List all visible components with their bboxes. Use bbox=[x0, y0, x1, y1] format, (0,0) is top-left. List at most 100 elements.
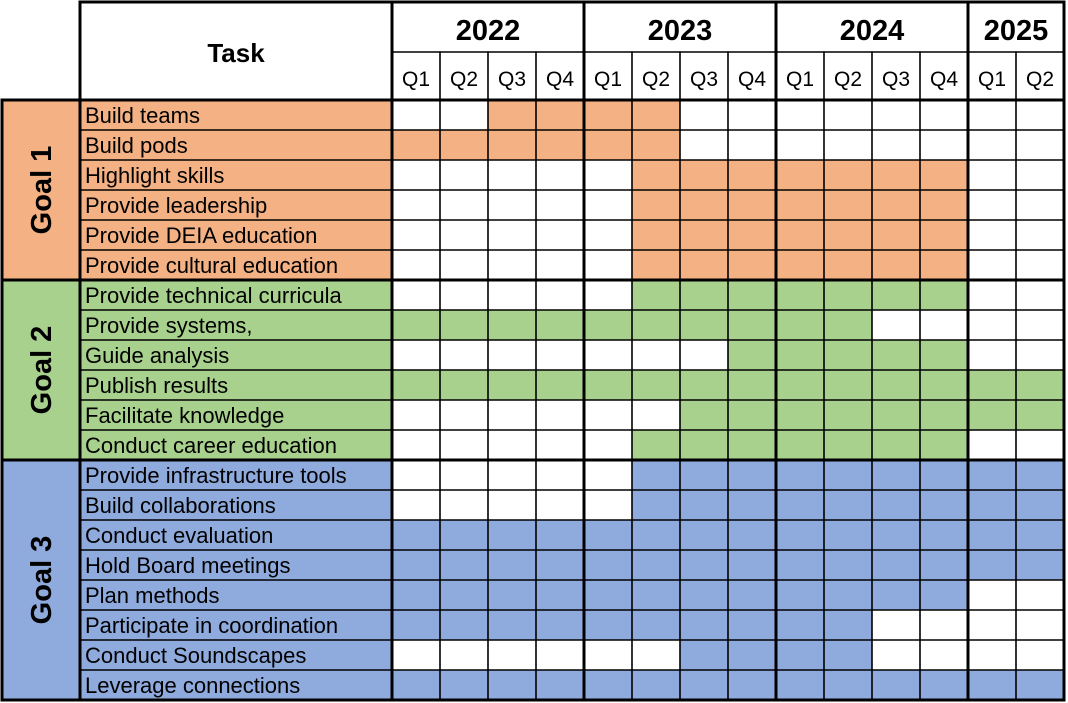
active-cell bbox=[728, 670, 776, 700]
active-cell bbox=[488, 610, 536, 640]
active-cell bbox=[392, 520, 440, 550]
active-cell bbox=[920, 280, 968, 310]
active-cell bbox=[488, 100, 536, 130]
task-header-label: Task bbox=[207, 38, 265, 68]
empty-cell bbox=[440, 160, 488, 190]
quarter-label: Q1 bbox=[402, 68, 430, 91]
empty-cell bbox=[536, 430, 584, 460]
active-cell bbox=[440, 670, 488, 700]
empty-cell bbox=[488, 220, 536, 250]
active-cell bbox=[632, 280, 680, 310]
active-cell bbox=[920, 250, 968, 280]
empty-cell bbox=[968, 430, 1016, 460]
active-cell bbox=[824, 370, 872, 400]
active-cell bbox=[632, 460, 680, 490]
goal-label: Goal 3 bbox=[26, 536, 58, 625]
empty-cell bbox=[920, 610, 968, 640]
task-name-cell bbox=[80, 400, 392, 430]
active-cell bbox=[872, 550, 920, 580]
active-cell bbox=[872, 670, 920, 700]
task-label: Provide infrastructure tools bbox=[85, 463, 347, 488]
active-cell bbox=[824, 220, 872, 250]
empty-cell bbox=[728, 100, 776, 130]
quarter-label: Q4 bbox=[738, 68, 766, 91]
active-cell bbox=[1016, 520, 1064, 550]
active-cell bbox=[776, 460, 824, 490]
active-cell bbox=[632, 580, 680, 610]
active-cell bbox=[968, 550, 1016, 580]
empty-cell bbox=[584, 250, 632, 280]
task-label: Build teams bbox=[85, 103, 200, 128]
active-cell bbox=[968, 670, 1016, 700]
active-cell bbox=[680, 610, 728, 640]
active-cell bbox=[488, 580, 536, 610]
active-cell bbox=[680, 460, 728, 490]
active-cell bbox=[536, 670, 584, 700]
active-cell bbox=[824, 190, 872, 220]
empty-cell bbox=[632, 640, 680, 670]
empty-cell bbox=[440, 280, 488, 310]
task-label: Highlight skills bbox=[85, 163, 224, 188]
goal-label: Goal 2 bbox=[26, 326, 58, 415]
empty-cell bbox=[728, 130, 776, 160]
active-cell bbox=[824, 490, 872, 520]
active-cell bbox=[728, 250, 776, 280]
task-name-cell bbox=[80, 460, 392, 490]
active-cell bbox=[584, 550, 632, 580]
task-name-cell bbox=[80, 610, 392, 640]
active-cell bbox=[776, 220, 824, 250]
active-cell bbox=[536, 310, 584, 340]
active-cell bbox=[584, 100, 632, 130]
active-cell bbox=[536, 580, 584, 610]
active-cell bbox=[488, 370, 536, 400]
active-cell bbox=[440, 610, 488, 640]
active-cell bbox=[968, 460, 1016, 490]
text-layer: Task 2022 Q1 Q2 Q3 Q4 2023 Q1 Q2 Q3 Q4 2024 Q1 Q2 Q3 Q… bbox=[26, 15, 1054, 698]
empty-cell bbox=[440, 490, 488, 520]
active-cell bbox=[872, 580, 920, 610]
active-cell bbox=[728, 640, 776, 670]
quarter-label: Q2 bbox=[450, 68, 478, 91]
empty-cell bbox=[488, 280, 536, 310]
active-cell bbox=[824, 610, 872, 640]
active-cell bbox=[632, 160, 680, 190]
task-name-cell bbox=[80, 520, 392, 550]
active-cell bbox=[632, 490, 680, 520]
active-cell bbox=[776, 550, 824, 580]
active-cell bbox=[680, 430, 728, 460]
active-cell bbox=[776, 370, 824, 400]
active-cell bbox=[728, 610, 776, 640]
active-cell bbox=[536, 370, 584, 400]
active-cell bbox=[872, 280, 920, 310]
active-cell bbox=[824, 670, 872, 700]
active-cell bbox=[632, 250, 680, 280]
active-cell bbox=[824, 250, 872, 280]
active-cell bbox=[680, 190, 728, 220]
active-cell bbox=[776, 280, 824, 310]
task-label: Guide analysis bbox=[85, 343, 229, 368]
active-cell bbox=[824, 160, 872, 190]
empty-cell bbox=[536, 220, 584, 250]
empty-cell bbox=[584, 160, 632, 190]
empty-cell bbox=[1016, 610, 1064, 640]
empty-cell bbox=[632, 340, 680, 370]
quarter-label: Q4 bbox=[546, 68, 574, 91]
empty-cell bbox=[536, 190, 584, 220]
empty-cell bbox=[440, 100, 488, 130]
active-cell bbox=[776, 520, 824, 550]
empty-cell bbox=[392, 400, 440, 430]
active-cell bbox=[392, 370, 440, 400]
year-label-2023: 2023 bbox=[648, 15, 713, 47]
active-cell bbox=[632, 610, 680, 640]
active-cell bbox=[824, 310, 872, 340]
empty-cell bbox=[440, 460, 488, 490]
empty-cell bbox=[392, 460, 440, 490]
empty-cell bbox=[968, 640, 1016, 670]
empty-cell bbox=[872, 640, 920, 670]
active-cell bbox=[392, 580, 440, 610]
active-cell bbox=[776, 640, 824, 670]
active-cell bbox=[872, 400, 920, 430]
empty-cell bbox=[968, 190, 1016, 220]
empty-cell bbox=[392, 220, 440, 250]
